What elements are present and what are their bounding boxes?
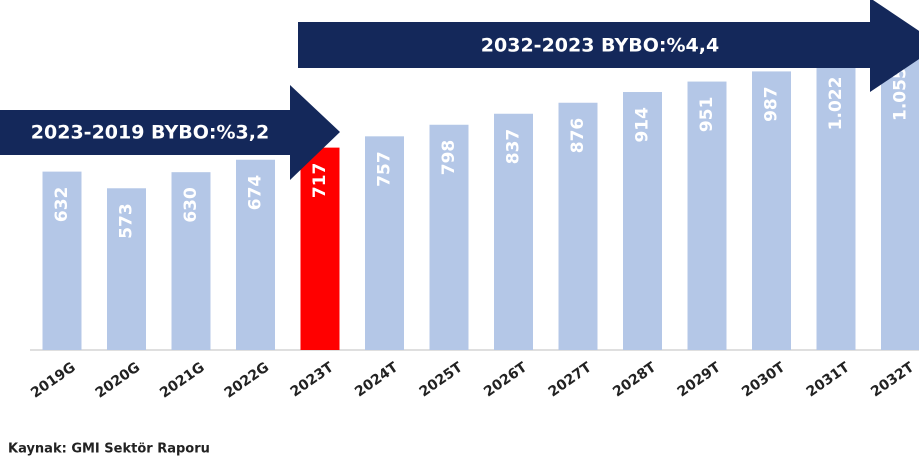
x-tick-label: 2022G xyxy=(222,359,273,401)
value-label: 632 xyxy=(52,187,72,223)
x-tick-label: 2019G xyxy=(28,359,79,401)
bars: 632 573 630 674 717 757 798 837 876 914 951 987 1.02… xyxy=(43,52,919,350)
value-label: 674 xyxy=(246,175,266,211)
value-label: 757 xyxy=(375,151,395,187)
value-label: 987 xyxy=(762,86,782,122)
value-label: 951 xyxy=(697,97,717,132)
value-label: 630 xyxy=(181,187,201,223)
x-tick-label: 2031T xyxy=(804,359,853,400)
x-tick-label: 2027T xyxy=(546,359,595,400)
x-tick-label: 2025T xyxy=(417,359,466,400)
value-label: 717 xyxy=(310,163,330,199)
value-label: 837 xyxy=(504,129,524,165)
x-tick-label: 2032T xyxy=(868,359,917,400)
x-tick-label: 2026T xyxy=(481,359,530,400)
source: Kaynak: GMI Sektör Raporu xyxy=(8,442,210,457)
x-tick-label: 2024T xyxy=(352,359,401,400)
x-tick-label: 2028T xyxy=(610,359,659,400)
x-tick-label: 2030T xyxy=(739,359,788,400)
x-tick-label: 2020G xyxy=(93,359,144,401)
x-tick-label: 2029T xyxy=(675,359,724,400)
value-label: 573 xyxy=(117,203,137,239)
value-label: 914 xyxy=(633,107,653,143)
value-label: 798 xyxy=(439,140,459,176)
value-label: 876 xyxy=(568,118,588,154)
x-tick-label: 2021G xyxy=(157,359,208,401)
value-label: 1.022 xyxy=(826,77,846,131)
annotation: 2023-2019 BYBO:%3,2 xyxy=(31,122,269,144)
annotation: 2032-2023 BYBO:%4,4 xyxy=(481,35,719,57)
x-tick-label: 2023T xyxy=(288,359,337,400)
